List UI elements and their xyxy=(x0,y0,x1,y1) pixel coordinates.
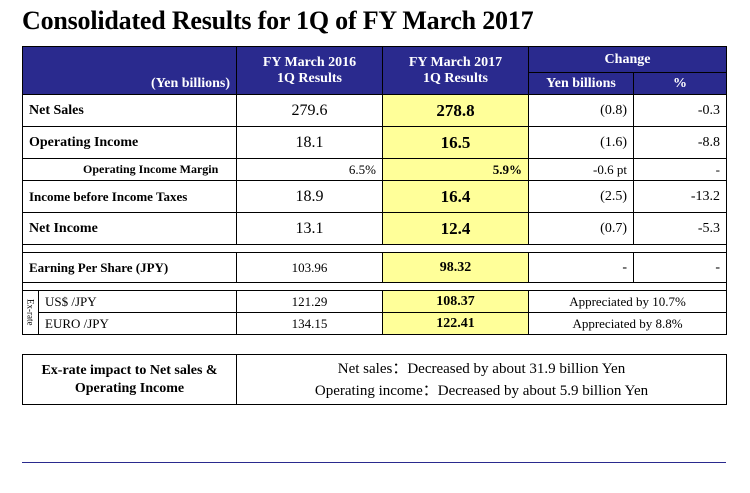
row-label: Earning Per Share (JPY) xyxy=(22,252,237,283)
change-pct: -5.3 xyxy=(633,212,727,245)
table-row: Net Sales 279.6 278.8 (0.8) -0.3 xyxy=(22,94,727,127)
change-header: Change xyxy=(528,46,727,73)
impact-text: Net sales：Decreased by about 31.9 billio… xyxy=(236,354,727,405)
change-yen: - xyxy=(528,252,634,283)
exrate-note: Appreciated by 10.7% xyxy=(528,290,727,313)
value-2017: 16.5 xyxy=(382,126,529,159)
table-row: Net Income 13.1 12.4 (0.7) -5.3 xyxy=(22,212,727,245)
value-2016: 18.9 xyxy=(236,180,383,213)
value-2016: 279.6 xyxy=(236,94,383,127)
change-yen-header: Yen billions xyxy=(528,72,634,95)
change-yen: (0.8) xyxy=(528,94,634,127)
change-pct-header: % xyxy=(633,72,727,95)
row-label: Operating Income xyxy=(22,126,237,159)
header-row-1: (Yen billions) FY March 2016 1Q Results … xyxy=(22,46,727,95)
unit-header: (Yen billions) xyxy=(22,46,237,95)
value-2016: 103.96 xyxy=(236,252,383,283)
eps-row: Earning Per Share (JPY) 103.96 98.32 - - xyxy=(22,252,727,283)
footer-divider xyxy=(22,462,726,463)
exrate-row-usd: Ex-rate US$ /JPY 121.29 108.37 Appreciat… xyxy=(22,290,727,335)
row-label: US$ /JPY xyxy=(38,290,237,313)
change-pct: -8.8 xyxy=(633,126,727,159)
results-table: (Yen billions) FY March 2016 1Q Results … xyxy=(22,46,727,335)
row-label: EURO /JPY xyxy=(38,312,237,335)
change-pct: -0.3 xyxy=(633,94,727,127)
col-2016-line1: FY March 2016 xyxy=(262,54,357,70)
value-2017: 5.9% xyxy=(382,158,529,181)
table-row: Income before Income Taxes 18.9 16.4 (2.… xyxy=(22,180,727,213)
col-header-2016: FY March 2016 1Q Results xyxy=(236,46,383,95)
change-yen: (0.7) xyxy=(528,212,634,245)
impact-label: Ex-rate impact to Net sales & Operating … xyxy=(22,354,237,405)
value-2016: 134.15 xyxy=(236,312,383,335)
impact-label-line1: Ex-rate impact to Net sales & xyxy=(41,362,218,378)
value-2016: 13.1 xyxy=(236,212,383,245)
exrate-note: Appreciated by 8.8% xyxy=(528,312,727,335)
change-yen: (1.6) xyxy=(528,126,634,159)
change-yen: -0.6 pt xyxy=(528,158,634,181)
table-row: Operating Income Margin 6.5% 5.9% -0.6 p… xyxy=(22,158,727,181)
change-pct: - xyxy=(633,252,727,283)
col-2017-line2: 1Q Results xyxy=(423,70,488,86)
page-title: Consolidated Results for 1Q of FY March … xyxy=(22,6,534,35)
value-2016: 6.5% xyxy=(236,158,383,181)
row-label: Operating Income Margin xyxy=(22,158,237,181)
col-2016-line2: 1Q Results xyxy=(277,70,342,86)
value-2017: 278.8 xyxy=(382,94,529,127)
value-2016: 121.29 xyxy=(236,290,383,313)
impact-net-sales: Net sales：Decreased by about 31.9 billio… xyxy=(337,360,626,377)
header-row-2: Yen billions % xyxy=(23,72,727,95)
change-pct: - xyxy=(633,158,727,181)
row-label: Income before Income Taxes xyxy=(22,180,237,213)
row-label: Net Sales xyxy=(22,94,237,127)
table-row: Operating Income 18.1 16.5 (1.6) -8.8 xyxy=(22,126,727,159)
impact-operating-income: Operating income：Decreased by about 5.9 … xyxy=(314,382,649,399)
exrate-row-euro: EURO /JPY 134.15 122.41 Appreciated by 8… xyxy=(23,312,727,335)
col-2017-line1: FY March 2017 xyxy=(408,54,503,70)
value-2017: 98.32 xyxy=(382,252,529,283)
value-2017: 16.4 xyxy=(382,180,529,213)
value-2016: 18.1 xyxy=(236,126,383,159)
change-pct: -13.2 xyxy=(633,180,727,213)
impact-label-line2: Operating Income xyxy=(74,380,185,396)
exrate-impact-table: Ex-rate impact to Net sales & Operating … xyxy=(22,354,727,405)
value-2017: 108.37 xyxy=(382,290,529,313)
change-yen: (2.5) xyxy=(528,180,634,213)
row-label: Net Income xyxy=(22,212,237,245)
exrate-side-label: Ex-rate xyxy=(22,290,39,335)
value-2017: 12.4 xyxy=(382,212,529,245)
col-header-2017: FY March 2017 1Q Results xyxy=(382,46,529,95)
value-2017: 122.41 xyxy=(382,312,529,335)
